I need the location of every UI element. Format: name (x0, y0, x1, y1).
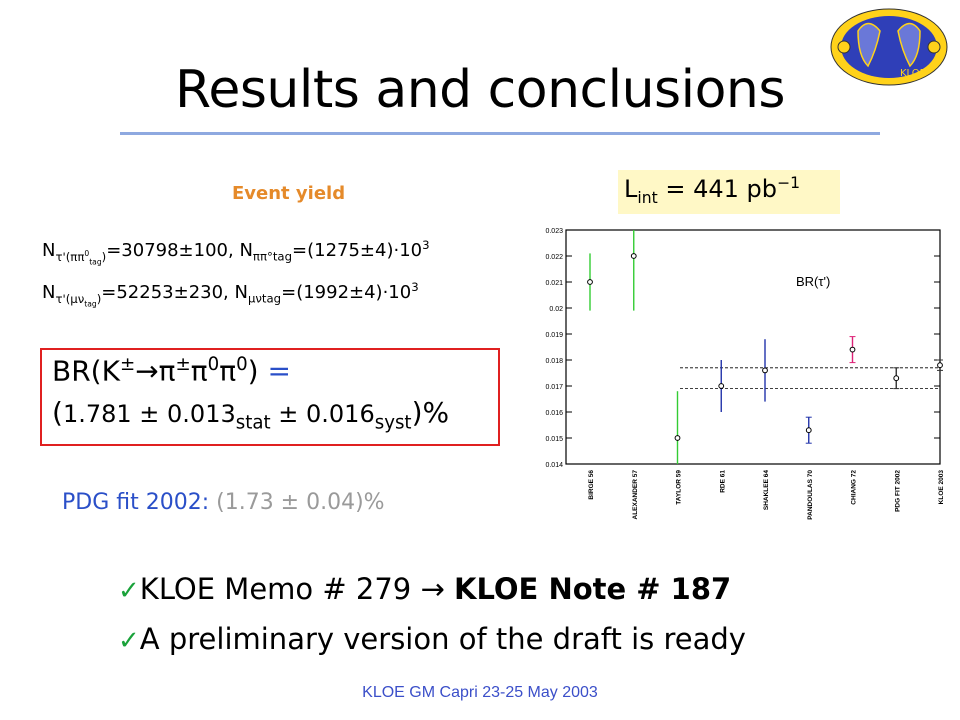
yield-line-pipi0: Nτ'(ππ0tag)=30798±100, Nππ°tag=(1275±4)·… (42, 238, 430, 266)
lint-sup: −1 (777, 174, 800, 192)
x-tick-label: PDG FIT 2002 (894, 470, 901, 512)
n-sub-close: ) (101, 249, 107, 264)
pm1: ± (139, 400, 160, 428)
footer: KLOE GM Capri 23-25 May 2003 (362, 684, 598, 701)
y-tick-label: 0.019 (545, 332, 563, 339)
br-pm: ± (119, 354, 136, 375)
br-arrow: →π (135, 354, 176, 388)
tag-sub: μνtag (247, 291, 282, 306)
n-sub-close: ) (96, 291, 102, 306)
tag-exp: 3 (411, 280, 419, 294)
bullet-item: ✓KLOE Memo # 279 → KLOE Note # 187 (118, 572, 731, 606)
pm2: ± (270, 400, 299, 428)
n-value: =52253±230, N (101, 282, 248, 303)
data-point (587, 279, 593, 285)
y-tick-label: 0.018 (545, 358, 563, 365)
x-tick-label: SHAKLEE 64 (763, 470, 770, 510)
x-tick-label: CHIANG 72 (851, 470, 858, 505)
val-close: )% (411, 396, 450, 429)
plot-frame (565, 229, 941, 465)
y-tick-label: 0.017 (545, 384, 563, 391)
br-value: 1.781 (62, 400, 140, 428)
br-pi0b: π (219, 354, 237, 388)
chart-title: BR(τ') (796, 274, 830, 289)
n-sub: τ'(ππ (55, 249, 85, 264)
n-sub-sup: 0 (84, 248, 90, 258)
data-point (893, 375, 900, 382)
lint-sub: int (637, 188, 658, 207)
chart-svg: 0.014 0.015 0.016 0.017 0.018 0.019 0.02 0.021 0… (545, 228, 945, 520)
x-tick-label: ALEXANDER 57 (632, 470, 639, 520)
event-yield-heading: Event yield (232, 183, 346, 204)
n-label: N (42, 240, 56, 261)
x-tick-label: RDE 61 (719, 470, 726, 493)
bullet-text: KLOE Memo # 279 → (139, 572, 454, 606)
bullet-bold-text: KLOE Note # 187 (453, 572, 732, 606)
lint-label: L (624, 175, 638, 203)
syst-sub: syst (374, 412, 412, 434)
pdg-fit: PDG fit 2002: (1.73 ± 0.04)% (62, 490, 385, 515)
data-point (630, 253, 637, 259)
data-point (718, 383, 725, 389)
stat-value: 0.013 (159, 400, 236, 428)
br-zero2: 0 (236, 354, 248, 375)
br-comparison-chart: 0.014 0.015 0.016 0.017 0.018 0.019 0.02 0.021 0… (530, 220, 950, 520)
y-tick-label: 0.022 (545, 254, 563, 261)
tag-sub: ππ°tag (252, 249, 293, 264)
pdg-label: PDG fit 2002: (62, 490, 217, 515)
data-point (937, 362, 943, 369)
result-box (40, 348, 500, 446)
checkmark-icon: ✓ (118, 576, 140, 606)
lint-value: = 441 pb (657, 175, 777, 203)
bullet-text: A preliminary version of the draft is re… (139, 622, 746, 656)
br-pm2: ± (175, 354, 191, 375)
checkmark-icon: ✓ (118, 626, 140, 656)
n-sub-tag: tag (84, 298, 97, 308)
kloe-logo: KLOE (828, 6, 950, 88)
pdg-value: (1.73 ± 0.04)% (216, 490, 385, 515)
br-equals: = (258, 354, 291, 388)
syst-value: 0.016 (298, 400, 375, 428)
data-point (849, 346, 856, 353)
tag-exp: 3 (422, 238, 430, 252)
luminosity-box (618, 170, 840, 214)
y-tick-label: 0.021 (545, 280, 563, 287)
y-tick-label: 0.02 (549, 306, 563, 313)
logo-text: KLOE (900, 68, 926, 79)
tag-value: =(1275±4)·10 (292, 240, 423, 261)
data-point (762, 367, 768, 374)
data-point (805, 427, 812, 434)
val-open: ( (52, 396, 63, 429)
br-pi0: π (190, 354, 208, 388)
br-zero1: 0 (207, 354, 220, 375)
data-point (674, 435, 681, 441)
stat-sub: stat (235, 412, 271, 434)
tag-value: =(1992±4)·10 (281, 282, 412, 303)
branching-ratio-formula: BR(K±→π±π0π0) = (52, 354, 291, 387)
integrated-luminosity: Lint = 441 pb−1 (624, 174, 800, 207)
br-lhs: BR(K (52, 354, 120, 388)
x-tick-label: PANDOULAS 70 (807, 470, 814, 520)
br-close: ) (247, 354, 259, 388)
y-tick-label: 0.016 (545, 410, 563, 417)
branching-ratio-value: (1.781 ± 0.013stat ± 0.016syst)% (52, 396, 449, 434)
x-tick-label: KLOE 2003 (938, 470, 945, 505)
n-sub: τ'(μν (55, 291, 85, 306)
y-tick-label: 0.015 (545, 436, 563, 443)
title-divider (120, 132, 880, 135)
bullet-item: ✓A preliminary version of the draft is r… (118, 622, 746, 656)
x-tick-label: BIRGE 56 (588, 470, 595, 500)
page-title: Results and conclusions (175, 60, 785, 120)
y-tick-label: 0.014 (545, 462, 563, 469)
x-tick-label: TAYLOR 59 (676, 470, 683, 505)
yield-line-munu: Nτ'(μνtag)=52253±230, Nμνtag=(1992±4)·10… (42, 280, 419, 308)
n-label: N (42, 282, 56, 303)
n-sub-tag: tag (89, 256, 102, 266)
y-tick-label: 0.023 (545, 228, 563, 235)
n-value: =30798±100, N (106, 240, 253, 261)
